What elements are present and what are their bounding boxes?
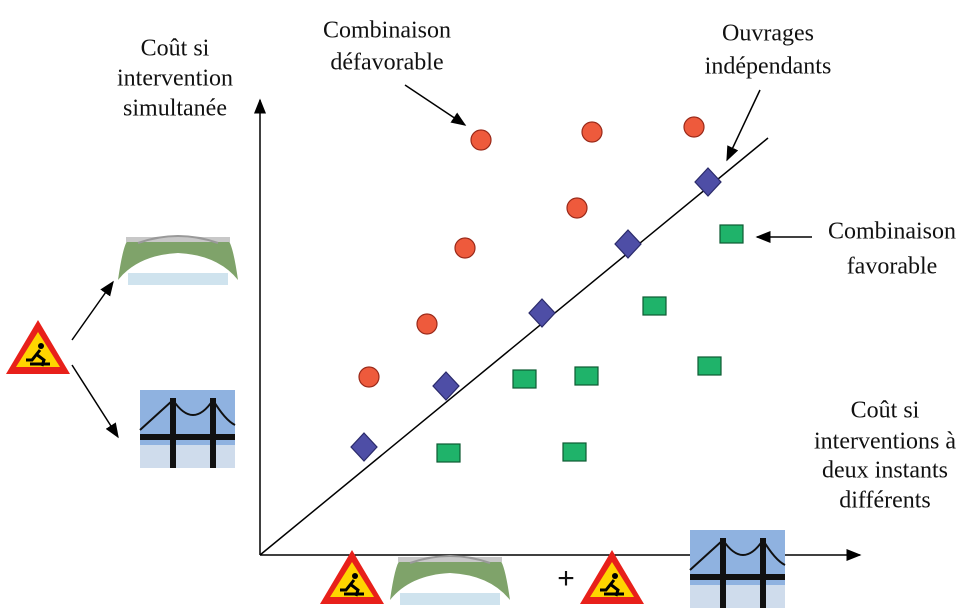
- independent-points: [350, 167, 722, 462]
- suspension-bridge-icon: [689, 529, 786, 609]
- suspension-bridge-icon: [139, 389, 236, 469]
- arrow: [71, 364, 119, 439]
- favorable-points: [436, 224, 744, 463]
- x-axis-label: deux instants: [822, 458, 948, 484]
- plus-sign: +: [557, 562, 575, 595]
- arrow: [404, 84, 467, 126]
- y-axis-label: intervention: [117, 66, 233, 92]
- warning-icon: [4, 318, 72, 376]
- arrow: [71, 280, 114, 341]
- x-axis-label: Coût si: [851, 398, 920, 424]
- y-axis-label: simultanée: [123, 96, 227, 122]
- y-axis-label: Coût si: [141, 36, 210, 62]
- independent-label: Ouvrages: [722, 21, 814, 47]
- arrow: [726, 89, 761, 162]
- x-axis-label: interventions à: [814, 429, 956, 455]
- unfavorable-points: [358, 116, 705, 388]
- favorable-label: favorable: [847, 254, 938, 280]
- arch-bridge-icon: [389, 555, 511, 606]
- independent-label: indépendants: [705, 54, 832, 80]
- favorable-label: Combinaison: [828, 219, 956, 245]
- warning-icon: [578, 548, 646, 606]
- unfavorable-label: Combinaison: [323, 18, 451, 44]
- warning-icon: [318, 548, 386, 606]
- unfavorable-label: défavorable: [330, 50, 443, 76]
- diagonal: [259, 137, 769, 556]
- arch-bridge-icon: [117, 235, 239, 286]
- x-axis-label: différents: [839, 488, 931, 514]
